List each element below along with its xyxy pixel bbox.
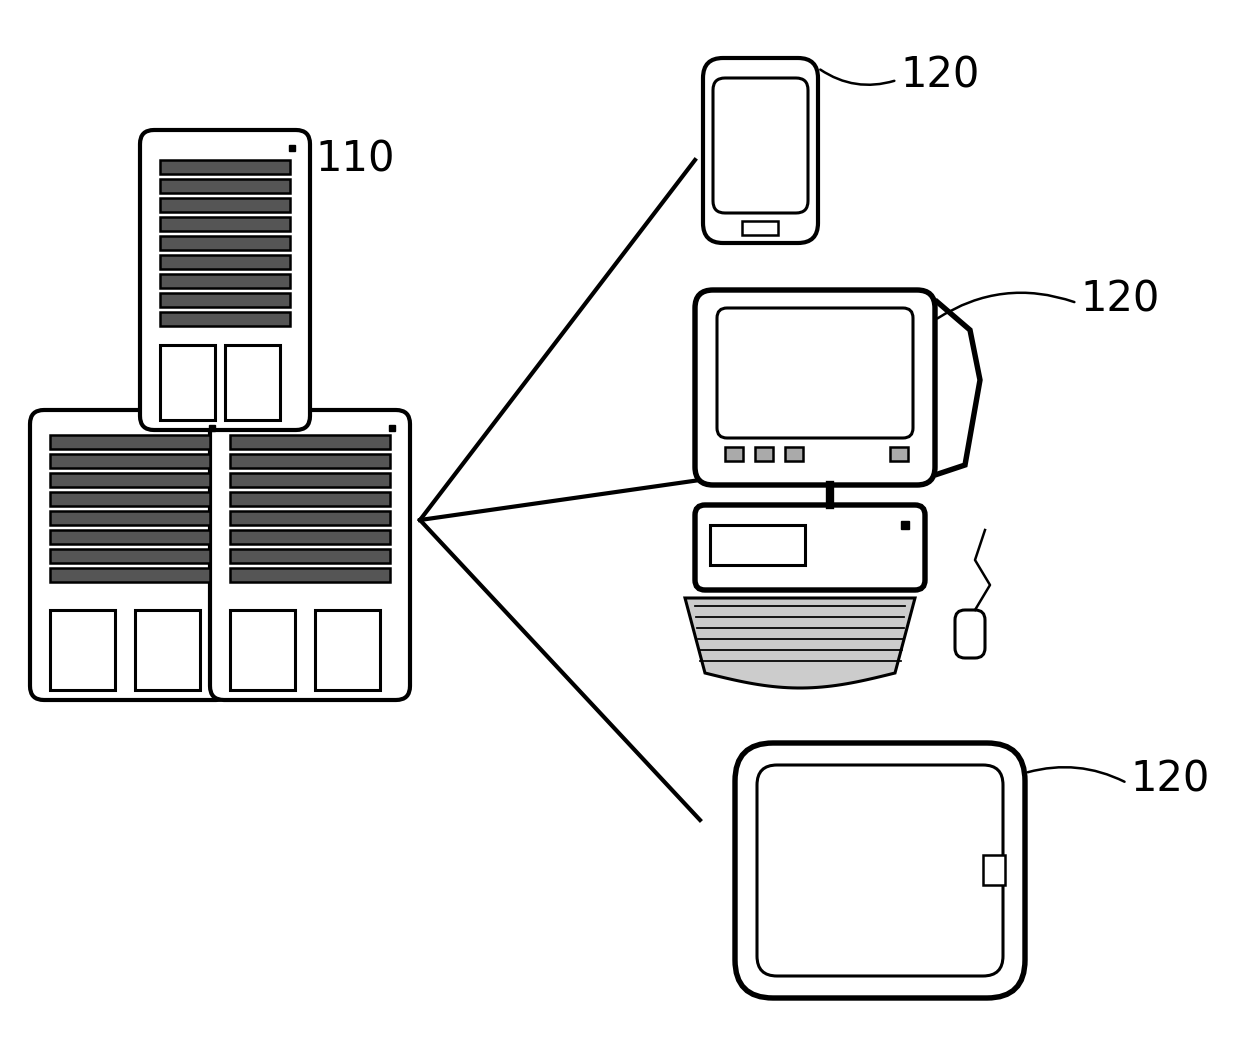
FancyBboxPatch shape [30,410,229,700]
FancyBboxPatch shape [955,610,985,658]
Bar [983,855,1004,885]
Bar [50,549,210,563]
Bar [50,530,210,544]
Bar [160,293,290,307]
Bar [229,492,391,506]
FancyBboxPatch shape [735,743,1025,998]
Bar [160,312,290,326]
Bar [229,549,391,563]
Text: 120: 120 [1080,279,1159,321]
Bar [229,530,391,544]
FancyBboxPatch shape [694,505,925,590]
FancyBboxPatch shape [210,410,410,700]
FancyBboxPatch shape [694,290,935,485]
Bar [50,473,210,487]
Bar [160,235,290,250]
FancyBboxPatch shape [140,130,310,430]
Bar [160,160,290,174]
Bar [742,221,777,235]
FancyBboxPatch shape [717,308,913,438]
Bar [50,492,210,506]
Text: 110: 110 [315,139,394,181]
Bar [890,447,908,461]
Bar [135,610,200,690]
Bar [160,217,290,231]
Bar [229,610,295,690]
Bar [315,610,379,690]
Bar [160,198,290,212]
Bar [785,447,804,461]
Bar [50,610,115,690]
Text: 120: 120 [1130,759,1209,801]
Bar [725,447,743,461]
Bar [229,435,391,449]
FancyBboxPatch shape [756,765,1003,976]
Bar [229,568,391,582]
Bar [160,255,290,269]
Bar [160,179,290,193]
Bar [229,454,391,468]
Bar [50,568,210,582]
Bar [50,454,210,468]
Bar [50,435,210,449]
Bar [229,473,391,487]
Bar [160,345,215,420]
Bar [160,274,290,288]
Bar [229,511,391,525]
Polygon shape [684,598,915,688]
FancyBboxPatch shape [703,58,818,243]
Bar [50,511,210,525]
Bar [755,447,773,461]
Bar [711,525,805,565]
Text: 120: 120 [900,54,980,96]
FancyBboxPatch shape [713,78,808,213]
Bar [224,345,280,420]
